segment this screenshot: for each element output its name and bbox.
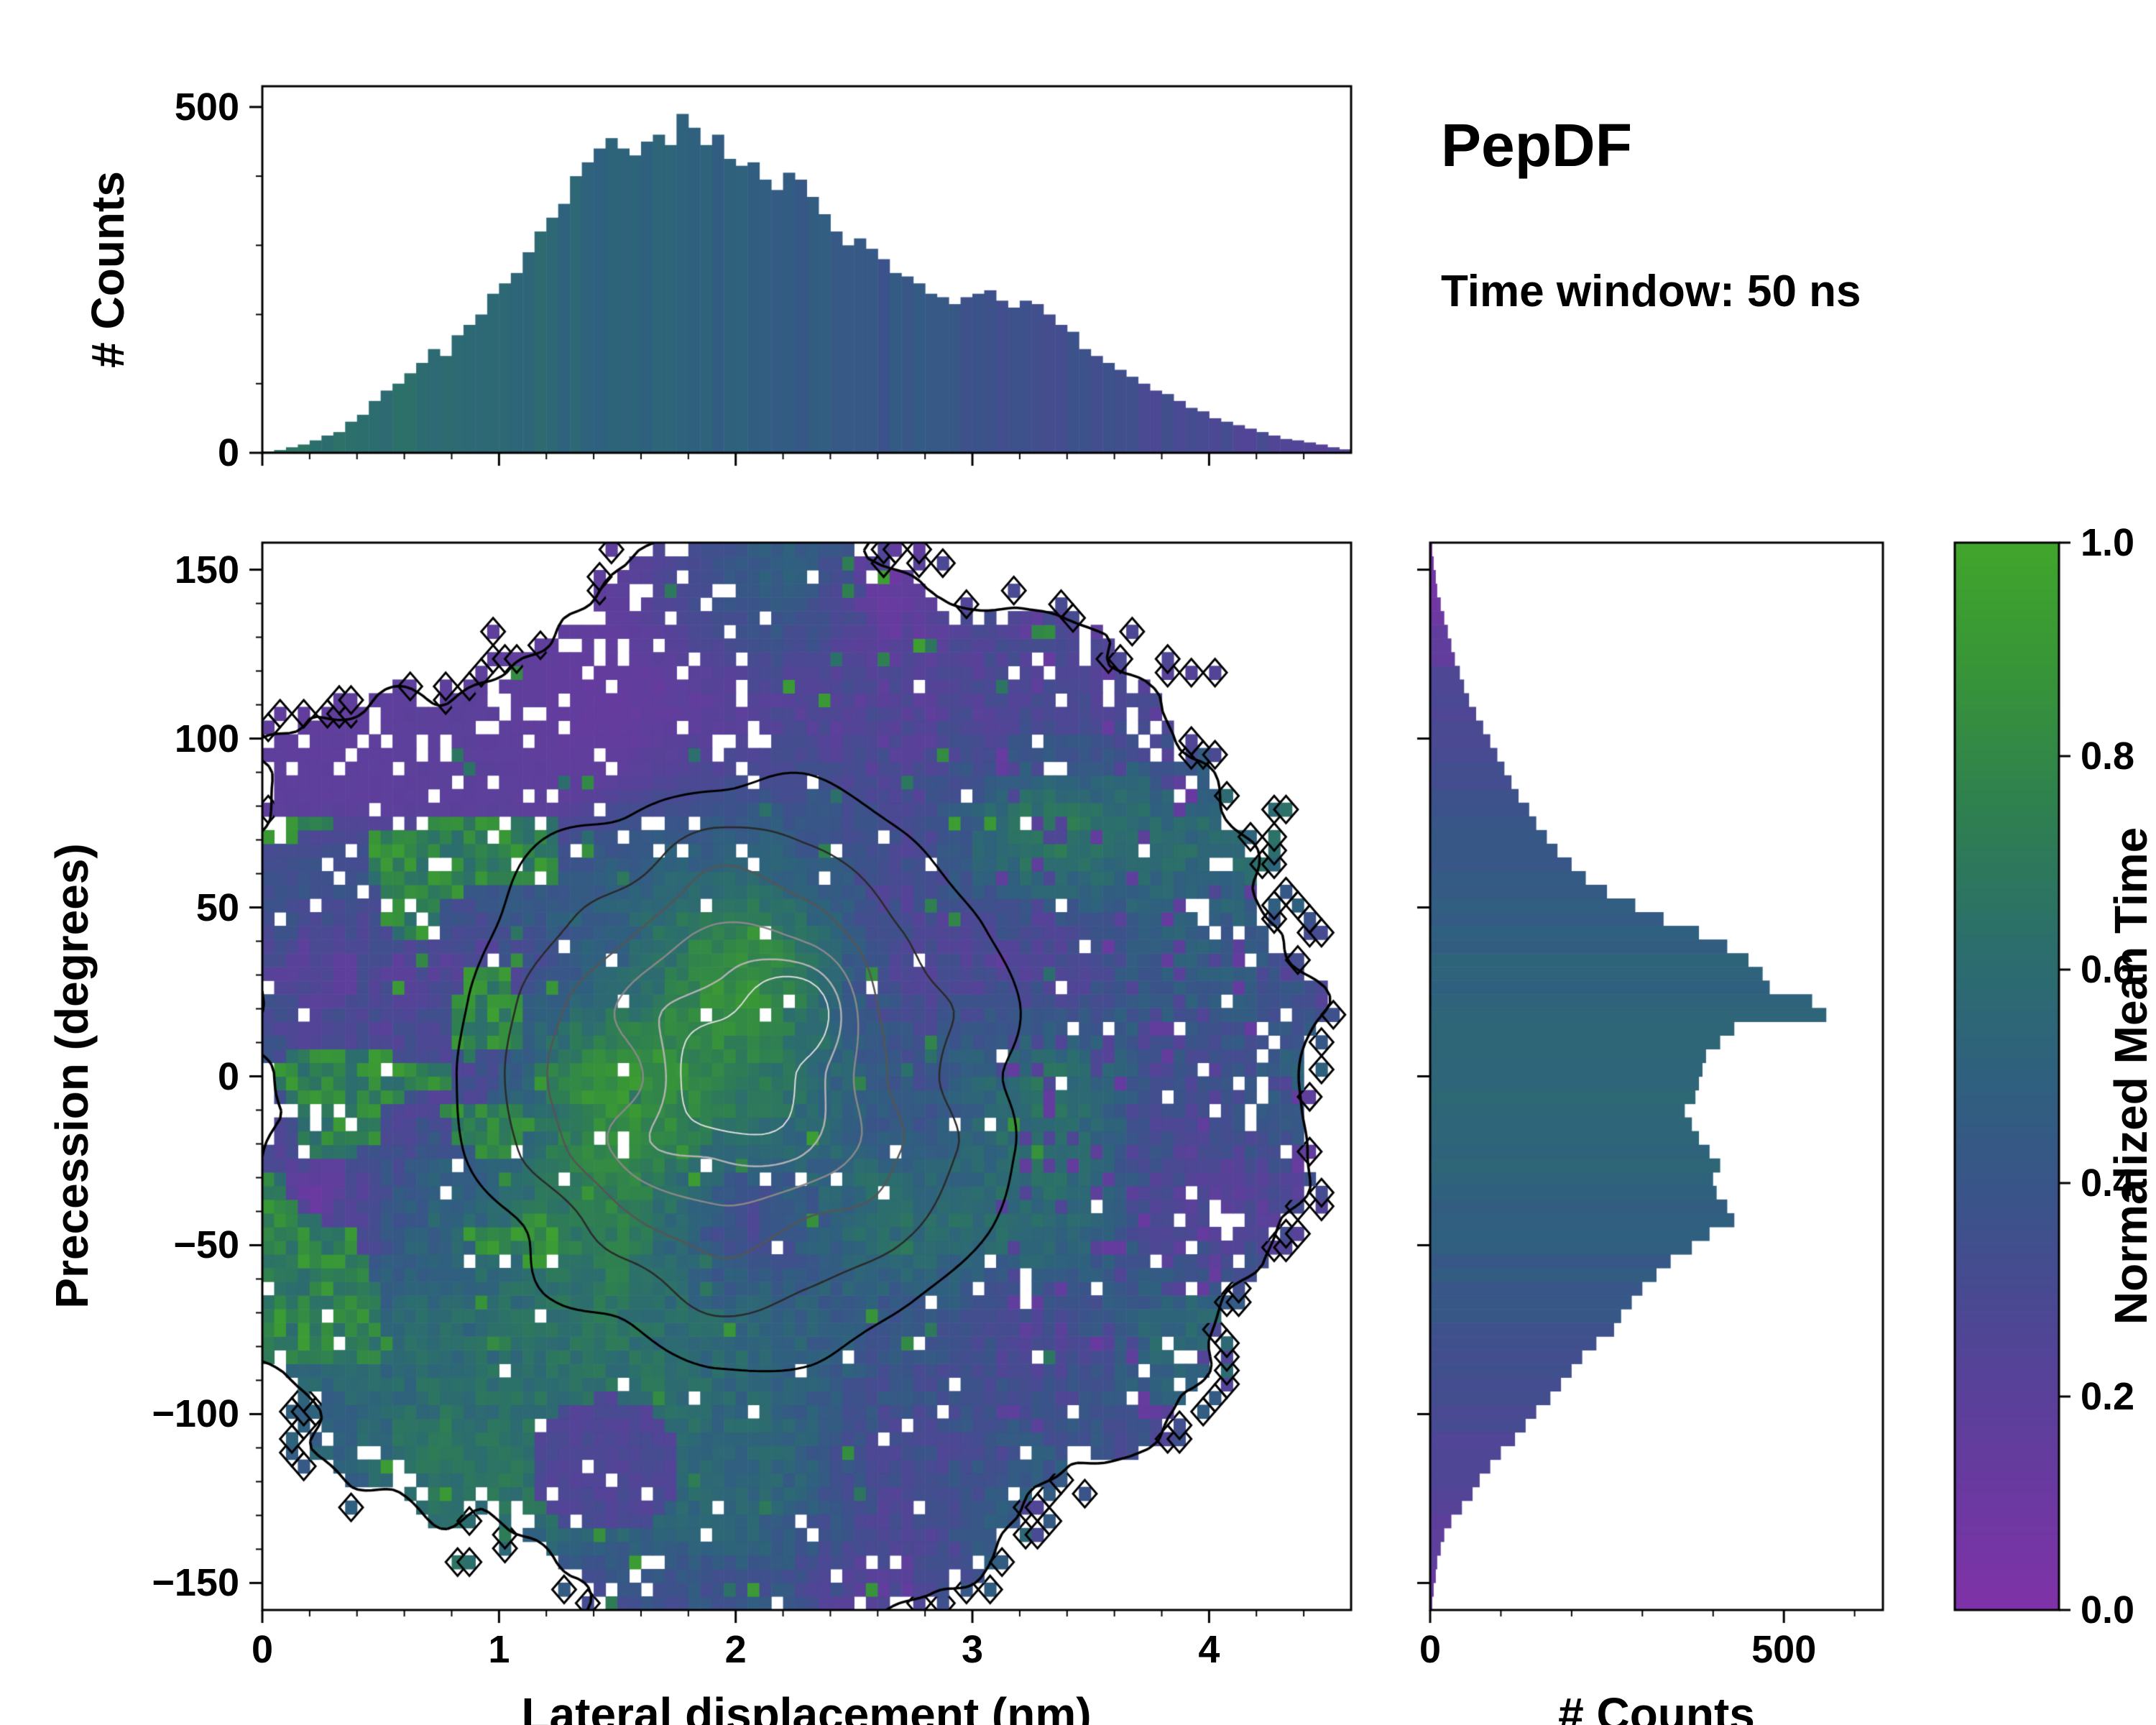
plot-title: PepDF xyxy=(1441,111,1633,179)
tick-label: 1.0 xyxy=(2081,521,2135,564)
main-y-axis-label: Precession (degrees) xyxy=(46,843,98,1309)
tick-label: −150 xyxy=(152,1561,239,1605)
tick-label: 0 xyxy=(1419,1628,1442,1671)
tick-label: 0.4 xyxy=(2081,1162,2135,1205)
tick-label: 0 xyxy=(217,431,239,474)
right-hist-x-axis-label: # Counts xyxy=(1558,1688,1755,1725)
tick-label: 4 xyxy=(1198,1628,1220,1671)
main-x-axis-label: Lateral displacement (nm) xyxy=(521,1688,1092,1725)
tick-label: 0.2 xyxy=(2081,1375,2135,1418)
tick-label: 150 xyxy=(174,548,239,592)
tick-label: −50 xyxy=(173,1223,239,1267)
tick-label: 500 xyxy=(174,85,239,129)
tick-label: 0 xyxy=(251,1628,274,1671)
tick-label: 3 xyxy=(962,1628,984,1671)
tick-label: 0 xyxy=(217,1054,239,1098)
tick-label: 0.8 xyxy=(2081,735,2135,778)
tick-label: 1 xyxy=(488,1628,510,1671)
top-hist-y-axis-label: # Counts xyxy=(82,171,134,368)
tick-label: 50 xyxy=(195,886,239,929)
tick-label: 2 xyxy=(724,1628,747,1671)
tick-label: 500 xyxy=(1751,1628,1817,1671)
tick-label: −100 xyxy=(152,1392,239,1436)
colorbar-label: Normalized Mean Time xyxy=(2105,827,2156,1325)
plot-subtitle: Time window: 50 ns xyxy=(1441,267,1861,316)
tick-label: 100 xyxy=(174,717,239,760)
tick-label: 0.6 xyxy=(2081,948,2135,991)
tick-label: 0.0 xyxy=(2081,1588,2135,1632)
